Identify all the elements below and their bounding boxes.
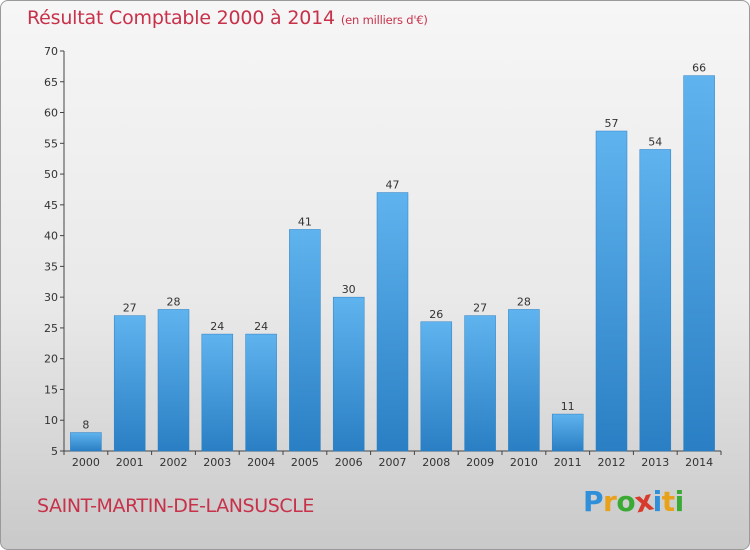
y-tick-label: 60 — [44, 107, 58, 120]
y-tick-label: 70 — [44, 45, 58, 58]
x-tick-label: 2009 — [466, 456, 494, 469]
bar-value-label: 26 — [429, 308, 443, 321]
bar-value-label: 57 — [605, 117, 619, 130]
bar — [551, 413, 584, 452]
chart-title: Résultat Comptable 2000 à 2014 (en millie… — [27, 7, 428, 29]
y-tick-label: 45 — [44, 199, 58, 212]
bar-value-label: 28 — [167, 295, 181, 308]
bar — [595, 130, 628, 452]
x-tick-label: 2000 — [72, 456, 100, 469]
x-tick-label: 2013 — [641, 456, 669, 469]
bar — [376, 192, 409, 452]
x-tick-label: 2012 — [598, 456, 626, 469]
data-labels: 8 27 28 24 24 41 30 47 26 27 28 11 57 54 66 — [82, 62, 706, 432]
logo-letter: P — [583, 485, 604, 518]
x-tick-label: 2014 — [685, 456, 713, 469]
bar — [639, 149, 672, 452]
chart-title-text: Résultat Comptable 2000 à 2014 — [27, 7, 335, 29]
bar — [289, 229, 321, 452]
y-tick-label: 40 — [44, 230, 58, 243]
bar-value-label: 27 — [123, 302, 137, 315]
x-tick-label: 2006 — [335, 456, 363, 469]
y-tick-label: 20 — [44, 353, 58, 366]
x-tick-label: 2005 — [291, 456, 319, 469]
bar-value-label: 27 — [473, 302, 487, 315]
logo-letter: i — [674, 485, 685, 518]
proxiti-logo: Proxiti — [583, 484, 685, 520]
bar — [245, 333, 277, 452]
y-tick-label: 35 — [44, 260, 58, 273]
x-tick-label: 2008 — [422, 456, 450, 469]
bar-value-label: 41 — [298, 215, 312, 228]
bar-value-label: 8 — [82, 419, 89, 432]
bar-value-label: 24 — [210, 320, 224, 333]
x-tick-label: 2004 — [247, 456, 275, 469]
bar-value-label: 30 — [342, 283, 356, 296]
bars — [70, 75, 715, 452]
y-tick-label: 25 — [44, 322, 58, 335]
bar — [113, 315, 146, 452]
y-tick-label: 55 — [44, 137, 58, 150]
bar-value-label: 47 — [386, 179, 400, 192]
bar — [70, 432, 102, 452]
y-tick-label: 65 — [44, 76, 58, 89]
logo-letter: i — [652, 485, 663, 518]
bar — [157, 309, 190, 452]
x-tick-label: 2002 — [160, 456, 188, 469]
x-tick-label: 2010 — [510, 456, 538, 469]
x-tick-label: 2003 — [203, 456, 231, 469]
bar — [508, 309, 540, 452]
y-tick-label: 5 — [51, 445, 58, 458]
y-tick-label: 10 — [44, 414, 58, 427]
bar — [464, 315, 496, 452]
logo-letter: r — [603, 485, 617, 518]
bar — [332, 296, 365, 452]
bar — [683, 75, 715, 452]
x-tick-label: 2011 — [554, 456, 582, 469]
y-tick-label: 30 — [44, 291, 58, 304]
logo-letter: o — [616, 485, 636, 518]
bar-value-label: 66 — [692, 62, 706, 75]
x-tick-label: 2007 — [379, 456, 407, 469]
logo-letter: t — [661, 485, 675, 518]
chart-subtitle: (en milliers d'€) — [340, 13, 428, 27]
bar-value-label: 28 — [517, 295, 531, 308]
bar-value-label: 24 — [254, 320, 268, 333]
y-tick-label: 50 — [44, 168, 58, 181]
town-name: SAINT-MARTIN-DE-LANSUSCLE — [37, 495, 315, 517]
bar — [201, 333, 234, 452]
x-tick-label: 2001 — [116, 456, 144, 469]
y-tick-label: 15 — [44, 383, 58, 396]
bar-value-label: 11 — [561, 400, 575, 413]
bar — [420, 321, 453, 452]
bar-value-label: 54 — [648, 135, 662, 148]
